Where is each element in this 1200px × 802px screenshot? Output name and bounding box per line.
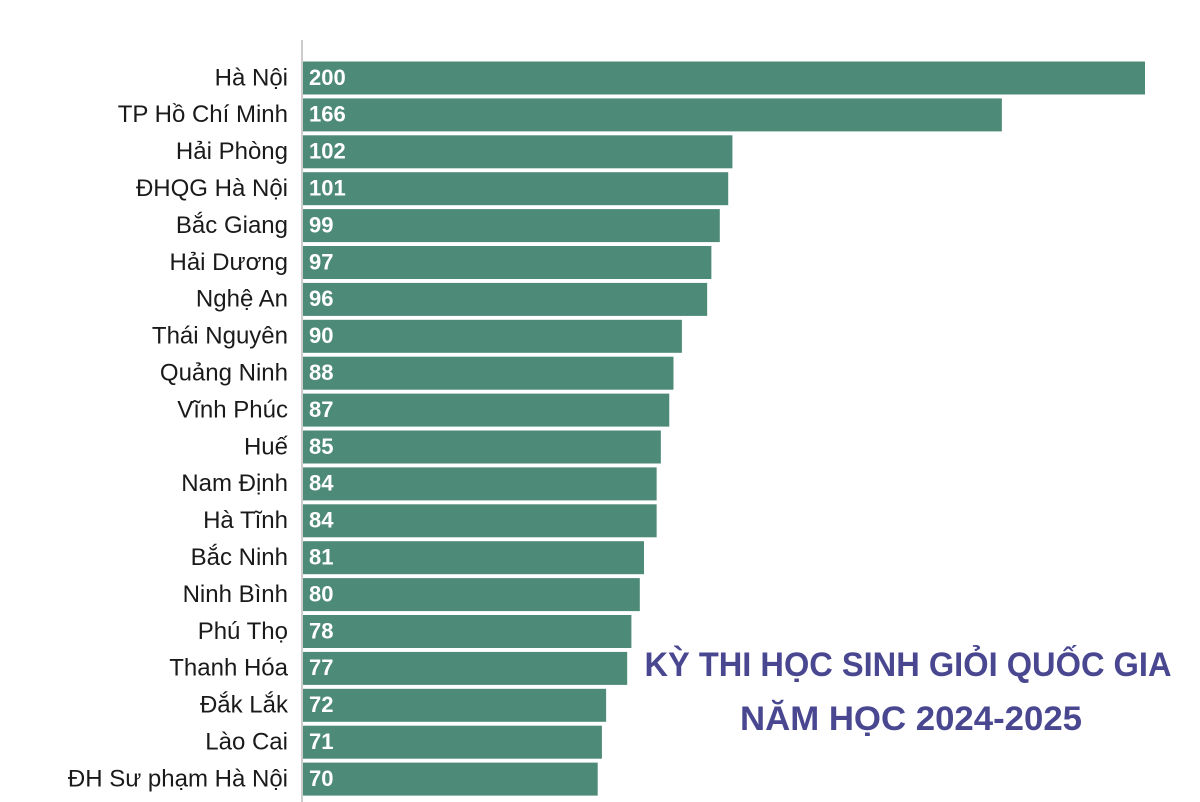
bar xyxy=(303,467,657,501)
value-label: 101 xyxy=(309,176,346,201)
value-label: 84 xyxy=(309,508,334,533)
category-label: ĐH Sư phạm Hà Nội xyxy=(68,765,288,792)
bar xyxy=(303,135,733,169)
category-label: Hải Phòng xyxy=(176,138,288,165)
value-label: 88 xyxy=(309,360,333,385)
category-label: Vĩnh Phúc xyxy=(177,396,288,423)
bar xyxy=(303,430,661,464)
value-label: 77 xyxy=(309,655,333,680)
category-label: Phú Thọ xyxy=(198,618,288,645)
category-label: Hà Tĩnh xyxy=(203,507,288,534)
value-label: 99 xyxy=(309,212,333,237)
bar xyxy=(303,762,598,796)
value-label: 72 xyxy=(309,692,333,717)
value-label: 102 xyxy=(309,139,346,164)
value-label: 87 xyxy=(309,397,333,422)
chart-title: NĂM HỌC 2024-2025 xyxy=(740,700,1082,738)
bar xyxy=(303,615,632,648)
category-label: Hải Dương xyxy=(169,249,288,276)
category-label: Nam Định xyxy=(181,470,288,497)
value-label: 71 xyxy=(309,729,333,754)
category-label: Bắc Ninh xyxy=(191,544,288,571)
bar xyxy=(303,651,628,685)
value-label: 81 xyxy=(309,545,333,570)
value-label: 85 xyxy=(309,434,333,459)
value-label: 97 xyxy=(309,249,333,274)
category-label: Ninh Bình xyxy=(183,581,288,608)
chart-title: KỲ THI HỌC SINH GIỎI QUỐC GIA xyxy=(645,645,1172,684)
category-label: TP Hồ Chí Minh xyxy=(118,101,288,128)
category-label: Bắc Giang xyxy=(176,212,288,239)
category-label: Nghệ An xyxy=(196,286,288,313)
value-label: 96 xyxy=(309,286,333,311)
category-label: ĐHQG Hà Nội xyxy=(136,175,288,202)
value-label: 80 xyxy=(309,581,333,606)
bar xyxy=(303,246,712,279)
bar xyxy=(303,282,708,316)
bar xyxy=(303,393,670,427)
value-label: 84 xyxy=(309,471,334,496)
category-label: Thanh Hóa xyxy=(169,655,288,682)
category-label: Huế xyxy=(244,433,289,460)
bar xyxy=(303,578,640,612)
value-label: 70 xyxy=(309,766,333,791)
category-label: Lào Cai xyxy=(205,729,288,756)
value-label: 166 xyxy=(309,102,346,127)
bar xyxy=(303,356,674,390)
category-label: Hà Nội xyxy=(215,64,288,91)
value-label: 200 xyxy=(309,65,346,90)
bar xyxy=(303,209,720,243)
bar xyxy=(303,725,602,759)
bar xyxy=(303,541,645,575)
category-label: Quảng Ninh xyxy=(160,360,288,387)
value-label: 90 xyxy=(309,323,333,348)
bar xyxy=(303,319,682,353)
category-label: Thái Nguyên xyxy=(152,323,288,350)
bar xyxy=(303,504,657,538)
bar xyxy=(303,688,607,722)
bar xyxy=(303,98,1002,132)
bar xyxy=(303,172,729,206)
bar xyxy=(303,61,1145,95)
category-label: Đắk Lắk xyxy=(200,692,289,719)
value-label: 78 xyxy=(309,618,333,643)
